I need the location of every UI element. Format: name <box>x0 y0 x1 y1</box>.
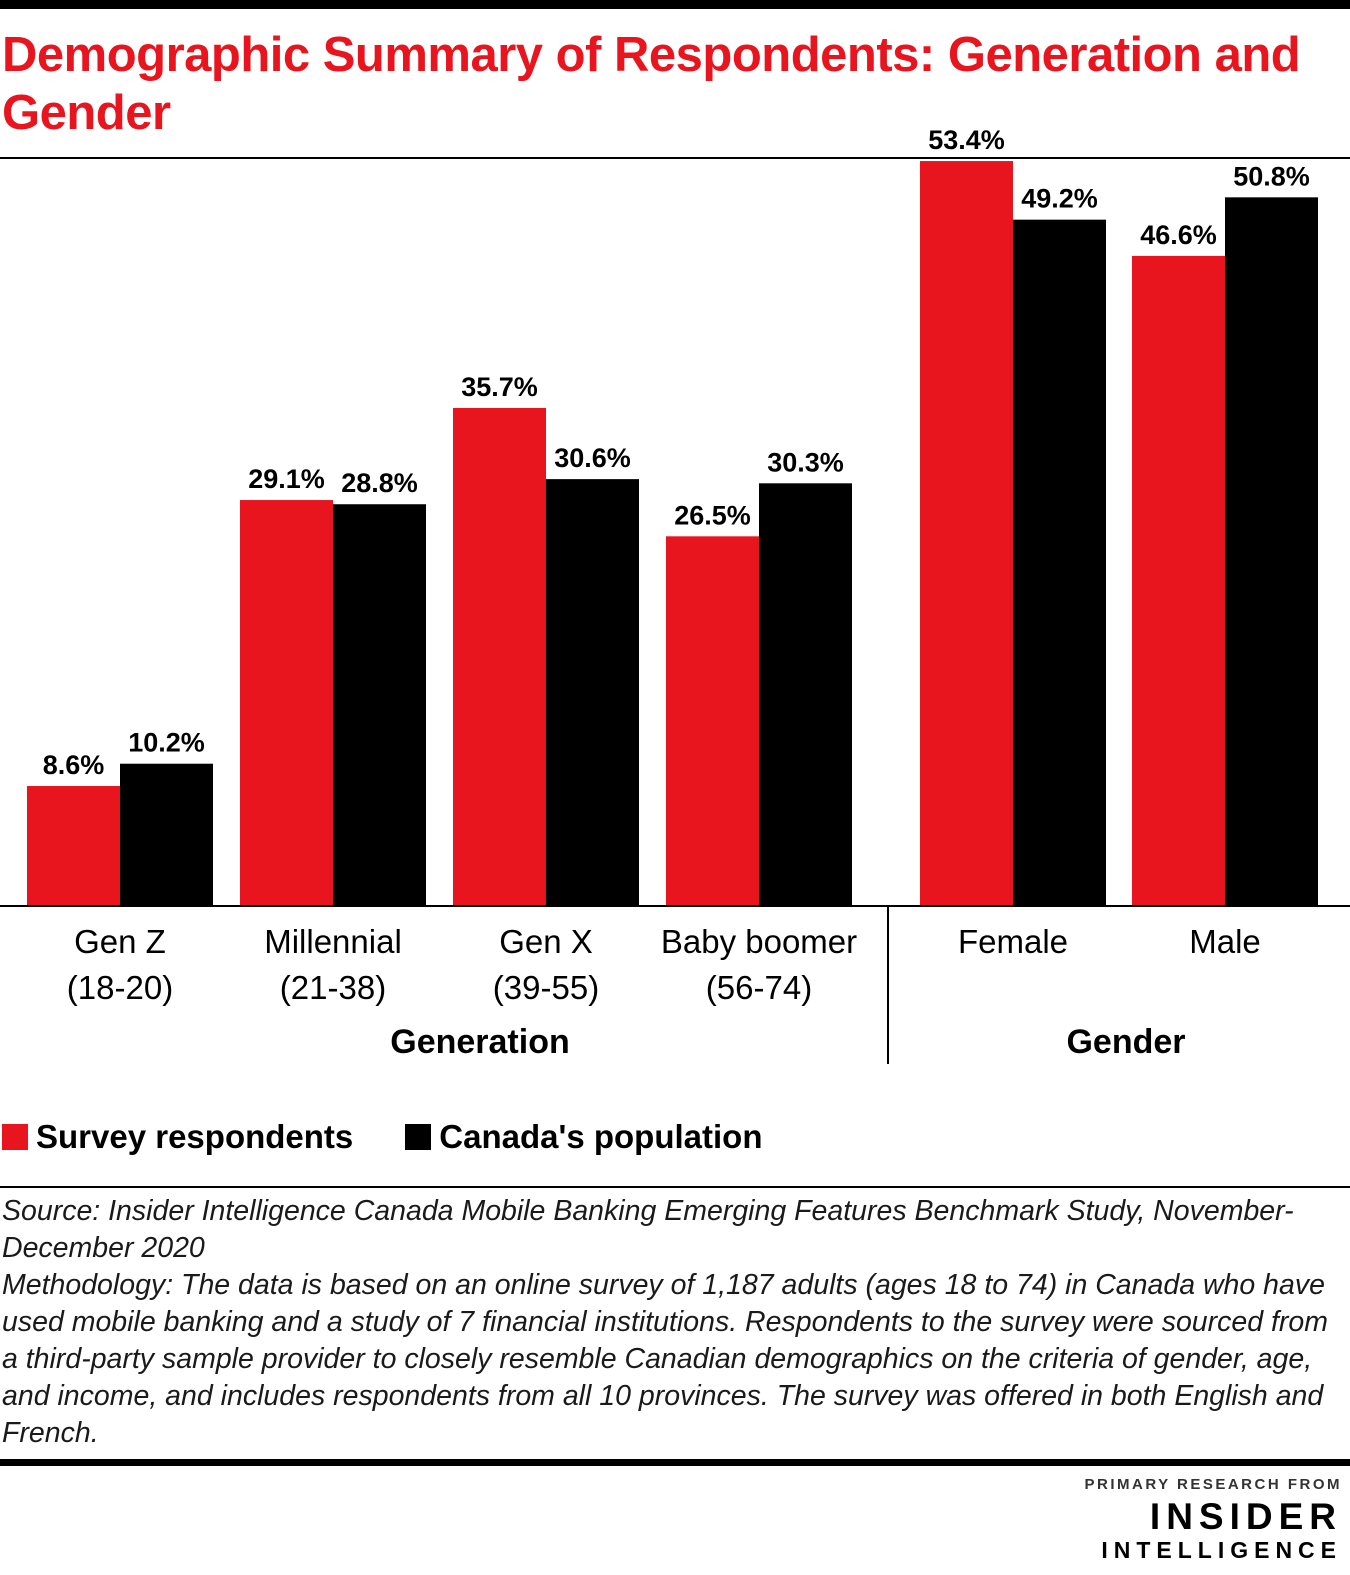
source-note: Source: Insider Intelligence Canada Mobi… <box>2 1195 1294 1264</box>
group-label-gender: Gender <box>1066 1023 1185 1061</box>
brand-kicker: PRIMARY RESEARCH FROM <box>1084 1476 1342 1493</box>
top-rule <box>0 0 1350 9</box>
data-label-survey-3: 26.5% <box>674 500 751 530</box>
bar-population-5 <box>1225 197 1318 907</box>
bar-population-4 <box>1013 219 1106 906</box>
brand-subname: INTELLIGENCE <box>1101 1537 1342 1563</box>
legend-swatch-survey <box>2 1124 28 1150</box>
chart-title: Demographic Summary of Respondents: Gene… <box>2 28 1301 140</box>
legend: Survey respondents Canada's population <box>2 1115 814 1159</box>
data-label-population-3: 30.3% <box>767 447 844 477</box>
bar-survey-0 <box>27 786 120 906</box>
title-rule <box>0 157 1350 159</box>
brand-logo: PRIMARY RESEARCH FROM INSIDER INTELLIGEN… <box>1084 1476 1342 1563</box>
brand-name: INSIDER <box>1149 1496 1342 1537</box>
category-label-5: Male <box>1189 923 1261 960</box>
category-label-0: Gen Z (18-20) <box>67 923 173 1006</box>
notes-divider <box>0 1186 1350 1188</box>
bar-survey-4 <box>920 161 1013 906</box>
data-label-population-4: 49.2% <box>1021 184 1098 214</box>
data-label-population-5: 50.8% <box>1233 161 1310 191</box>
group-label-generation: Generation <box>390 1023 569 1061</box>
bar-survey-1 <box>240 500 333 906</box>
data-label-population-2: 30.6% <box>554 443 631 473</box>
data-label-survey-5: 46.6% <box>1140 220 1217 250</box>
data-label-survey-1: 29.1% <box>248 464 325 494</box>
data-label-population-0: 10.2% <box>128 728 205 758</box>
bar-survey-2 <box>453 407 546 906</box>
category-label-2: Gen X (39-55) <box>493 923 599 1006</box>
bar-population-2 <box>546 479 639 906</box>
bar-survey-5 <box>1132 255 1225 906</box>
category-label-4: Female <box>958 923 1068 960</box>
data-label-population-1: 28.8% <box>341 468 418 498</box>
data-label-survey-4: 53.4% <box>928 125 1005 155</box>
category-label-3: Baby boomer (56-74) <box>661 923 857 1006</box>
legend-item-population: Canada's population <box>405 1118 762 1156</box>
bar-population-3 <box>759 483 852 906</box>
data-label-survey-2: 35.7% <box>461 372 538 402</box>
methodology-note: Methodology: The data is based on an onl… <box>2 1269 1329 1449</box>
bar-population-1 <box>333 504 426 906</box>
category-label-1: Millennial (21-38) <box>264 923 402 1006</box>
notes: Source: Insider Intelligence Canada Mobi… <box>2 1193 1347 1452</box>
bar-chart: 8.6% 29.1% 35.7% 26.5% 53.4% 46.6% 10.2% 28.8% 3… <box>0 125 1350 1064</box>
data-label-survey-0: 8.6% <box>43 750 105 780</box>
legend-label-population: Canada's population <box>439 1118 763 1155</box>
legend-label-survey: Survey respondents <box>36 1118 354 1155</box>
bar-population-0 <box>120 763 213 906</box>
legend-swatch-population <box>405 1124 432 1150</box>
legend-item-survey: Survey respondents <box>2 1118 353 1156</box>
bottom-rule <box>0 1459 1350 1466</box>
bar-survey-3 <box>666 536 759 906</box>
